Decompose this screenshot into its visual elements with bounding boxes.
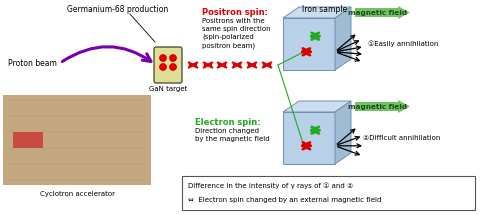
Text: magnetic field: magnetic field: [348, 103, 407, 109]
Polygon shape: [335, 101, 351, 164]
FancyArrow shape: [355, 100, 410, 113]
Text: magnetic field: magnetic field: [348, 9, 407, 15]
Text: Germanium-68 production: Germanium-68 production: [67, 5, 168, 14]
Text: Positron spin:: Positron spin:: [202, 8, 268, 17]
Bar: [3, 95, 151, 185]
Circle shape: [170, 55, 176, 61]
Polygon shape: [283, 7, 351, 18]
Text: Cyclotron accelerator: Cyclotron accelerator: [39, 191, 115, 197]
Circle shape: [160, 55, 166, 61]
FancyArrow shape: [355, 6, 410, 19]
Text: Proton beam: Proton beam: [8, 58, 57, 68]
Text: Difference in the intensity of γ rays of ① and ②: Difference in the intensity of γ rays of…: [188, 183, 353, 189]
Polygon shape: [283, 18, 335, 70]
Text: Electron spin:: Electron spin:: [195, 118, 261, 127]
Text: Positrons with the
same spin direction
(spin-polarized
positron beam): Positrons with the same spin direction (…: [202, 18, 271, 49]
Text: ①Easily annihilation: ①Easily annihilation: [368, 40, 438, 47]
Polygon shape: [283, 112, 335, 164]
Text: Direction changed
by the magnetic field: Direction changed by the magnetic field: [195, 128, 270, 142]
Text: GaN target: GaN target: [149, 86, 187, 92]
Text: ⇔  Electron spin changed by an external magnetic field: ⇔ Electron spin changed by an external m…: [188, 197, 382, 203]
Text: ②Difficult annihilation: ②Difficult annihilation: [363, 135, 440, 141]
Polygon shape: [335, 7, 351, 70]
FancyBboxPatch shape: [154, 47, 182, 83]
Circle shape: [160, 64, 166, 70]
Polygon shape: [283, 101, 351, 112]
FancyBboxPatch shape: [182, 176, 475, 210]
Text: Iron sample: Iron sample: [302, 5, 348, 14]
Circle shape: [170, 64, 176, 70]
Bar: [13, 132, 43, 148]
